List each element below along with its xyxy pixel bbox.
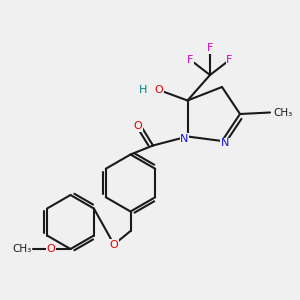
Text: O: O [154,85,164,95]
Text: O: O [134,121,142,131]
Text: O: O [110,239,118,250]
Text: F: F [207,43,213,53]
Text: N: N [221,138,229,148]
Text: CH₃: CH₃ [12,244,32,254]
Text: N: N [180,134,189,144]
Text: CH₃: CH₃ [273,107,292,118]
Text: F: F [226,55,233,65]
Text: H: H [139,85,147,95]
Text: F: F [187,55,194,65]
Text: O: O [46,244,56,254]
